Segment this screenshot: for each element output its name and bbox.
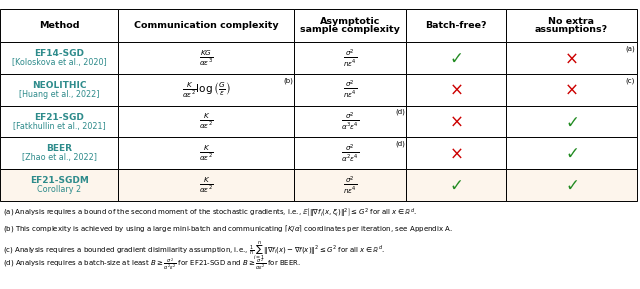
Text: $\frac{\sigma^2}{\alpha^3\varepsilon^4}$: $\frac{\sigma^2}{\alpha^3\varepsilon^4}$ bbox=[341, 111, 360, 132]
Text: Batch-free?: Batch-free? bbox=[425, 21, 487, 30]
Bar bbox=[118, 138, 294, 169]
Bar bbox=[406, 169, 506, 201]
Bar bbox=[294, 138, 406, 169]
Text: $\frac{\sigma^2}{n\varepsilon^4}$: $\frac{\sigma^2}{n\varepsilon^4}$ bbox=[343, 175, 358, 196]
Bar bbox=[506, 106, 637, 138]
Text: $\frac{\sigma^2}{n\varepsilon^4}$: $\frac{\sigma^2}{n\varepsilon^4}$ bbox=[343, 48, 358, 69]
Text: Corollary 2: Corollary 2 bbox=[37, 185, 81, 194]
Text: $\times$: $\times$ bbox=[449, 113, 463, 131]
Text: (d): (d) bbox=[395, 109, 405, 115]
Text: (b): (b) bbox=[283, 77, 293, 84]
Text: No extra: No extra bbox=[548, 17, 594, 26]
Text: Asymptotic: Asymptotic bbox=[320, 17, 381, 26]
Text: $\times$: $\times$ bbox=[564, 81, 578, 99]
Bar bbox=[118, 169, 294, 201]
Bar bbox=[118, 9, 294, 42]
Text: $\frac{\sigma^2}{\alpha^2\varepsilon^4}$: $\frac{\sigma^2}{\alpha^2\varepsilon^4}$ bbox=[341, 143, 360, 164]
Bar bbox=[406, 9, 506, 42]
Bar bbox=[406, 74, 506, 106]
Bar bbox=[506, 9, 637, 42]
Bar bbox=[294, 42, 406, 74]
Text: $\times$: $\times$ bbox=[449, 144, 463, 162]
Bar bbox=[118, 74, 294, 106]
Text: $\checkmark$: $\checkmark$ bbox=[564, 144, 578, 162]
Text: EF21-SGDM: EF21-SGDM bbox=[30, 176, 88, 185]
Text: $\checkmark$: $\checkmark$ bbox=[564, 113, 578, 131]
Text: (b) This complexity is achieved by using a large mini-batch and communicating $\: (b) This complexity is achieved by using… bbox=[3, 223, 453, 234]
Text: NEOLITHIC: NEOLITHIC bbox=[32, 81, 86, 90]
Bar bbox=[406, 42, 506, 74]
Bar bbox=[0, 42, 118, 74]
Bar bbox=[294, 74, 406, 106]
Text: Method: Method bbox=[39, 21, 79, 30]
Text: EF14-SGD: EF14-SGD bbox=[34, 49, 84, 58]
Text: Communication complexity: Communication complexity bbox=[134, 21, 278, 30]
Text: (d) Analysis requires a batch-size at least $B \geq \frac{\sigma^2}{\alpha^2\var: (d) Analysis requires a batch-size at le… bbox=[3, 257, 301, 273]
Text: BEER: BEER bbox=[46, 144, 72, 153]
Text: (a) Analysis requires a bound of the second moment of the stochastic gradients, : (a) Analysis requires a bound of the sec… bbox=[3, 207, 417, 220]
Text: (c): (c) bbox=[625, 77, 635, 84]
Bar bbox=[406, 138, 506, 169]
Bar bbox=[118, 106, 294, 138]
Text: [Huang et al., 2022]: [Huang et al., 2022] bbox=[19, 90, 99, 99]
Bar bbox=[506, 169, 637, 201]
Bar bbox=[294, 169, 406, 201]
Bar bbox=[506, 138, 637, 169]
Text: [Fatkhullin et al., 2021]: [Fatkhullin et al., 2021] bbox=[13, 121, 106, 131]
Text: (c) Analysis requires a bounded gradient disimilarity assumption, i.e., $\frac{1: (c) Analysis requires a bounded gradient… bbox=[3, 240, 385, 262]
Text: $\checkmark$: $\checkmark$ bbox=[449, 176, 463, 194]
Bar bbox=[406, 106, 506, 138]
Bar bbox=[506, 42, 637, 74]
Bar bbox=[0, 106, 118, 138]
Text: $\checkmark$: $\checkmark$ bbox=[449, 49, 463, 67]
Bar bbox=[294, 9, 406, 42]
Text: $\frac{K}{\alpha\varepsilon^2}$: $\frac{K}{\alpha\varepsilon^2}$ bbox=[199, 175, 214, 195]
Text: assumptions?: assumptions? bbox=[534, 25, 608, 34]
Text: EF21-SGD: EF21-SGD bbox=[35, 113, 84, 122]
Text: $\frac{K}{\alpha\varepsilon^2}$: $\frac{K}{\alpha\varepsilon^2}$ bbox=[199, 112, 214, 131]
Text: (d): (d) bbox=[395, 141, 405, 147]
Bar bbox=[0, 74, 118, 106]
Bar bbox=[118, 42, 294, 74]
Text: sample complexity: sample complexity bbox=[300, 25, 401, 34]
Text: $\checkmark$: $\checkmark$ bbox=[564, 176, 578, 194]
Text: $\frac{K}{\alpha\varepsilon^2}\log\left(\frac{G}{\varepsilon}\right)$: $\frac{K}{\alpha\varepsilon^2}\log\left(… bbox=[182, 80, 230, 100]
Text: [Koloskova et al., 2020]: [Koloskova et al., 2020] bbox=[12, 58, 107, 67]
Text: [Zhao et al., 2022]: [Zhao et al., 2022] bbox=[22, 153, 97, 162]
Text: $\times$: $\times$ bbox=[564, 49, 578, 67]
Bar bbox=[506, 74, 637, 106]
Bar bbox=[0, 9, 118, 42]
Text: $\frac{KG}{\alpha\varepsilon^3}$: $\frac{KG}{\alpha\varepsilon^3}$ bbox=[199, 48, 214, 68]
Bar bbox=[0, 138, 118, 169]
Text: $\frac{\sigma^2}{n\varepsilon^4}$: $\frac{\sigma^2}{n\varepsilon^4}$ bbox=[343, 79, 358, 101]
Bar bbox=[0, 169, 118, 201]
Text: $\frac{K}{\alpha\varepsilon^2}$: $\frac{K}{\alpha\varepsilon^2}$ bbox=[199, 143, 214, 163]
Text: $\times$: $\times$ bbox=[449, 81, 463, 99]
Text: (a): (a) bbox=[625, 45, 635, 52]
Bar bbox=[294, 106, 406, 138]
